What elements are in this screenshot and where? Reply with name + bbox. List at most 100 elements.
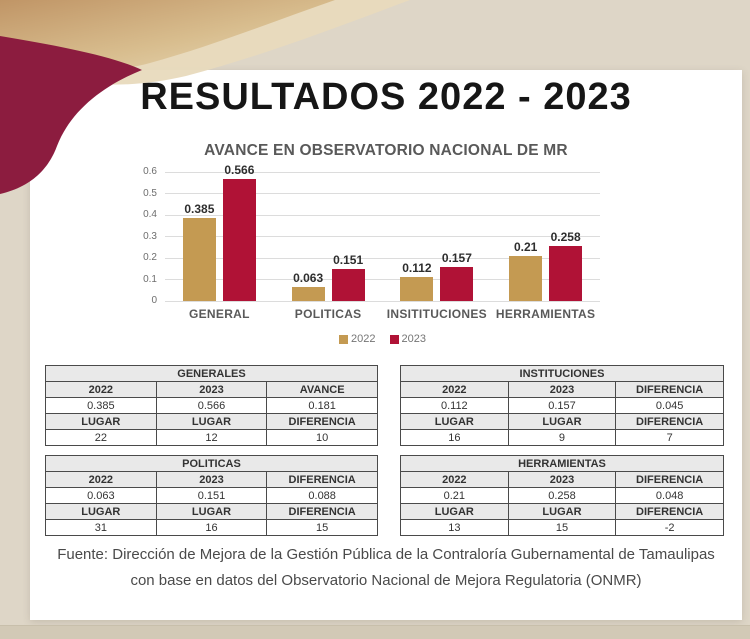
bar-value-label: 0.157 bbox=[441, 251, 472, 266]
table-value-cell: 0.21 bbox=[400, 487, 509, 504]
table-header-cell: 2023 bbox=[155, 381, 268, 398]
source-line-1: Fuente: Dirección de Mejora de la Gestió… bbox=[57, 546, 715, 563]
bar-group: 0.385 0.566 bbox=[165, 163, 274, 301]
bar-2023: 0.157 bbox=[440, 251, 474, 301]
legend-swatch-2023 bbox=[389, 334, 399, 344]
table-header-cell: LUGAR bbox=[507, 503, 617, 520]
table-header-cell: DIFERENCIA bbox=[615, 503, 724, 520]
slide-card: RESULTADOS 2022 - 2023 AVANCE EN OBSERVA… bbox=[30, 70, 742, 620]
table-header-cell: DIFERENCIA bbox=[615, 413, 724, 430]
table-header-cell: DIFERENCIA bbox=[266, 471, 378, 488]
table-header-cell: 2022 bbox=[45, 471, 157, 488]
y-tick-label: 0.6 bbox=[143, 166, 157, 177]
table-value-cell: 16 bbox=[155, 519, 268, 536]
bar-value-label: 0.258 bbox=[550, 229, 581, 244]
y-tick-label: 0.2 bbox=[143, 252, 157, 263]
data-table: INSTITUCIONES 2022 2023 DIFERENCIA 0.112 0.15… bbox=[400, 365, 724, 446]
y-tick-label: 0 bbox=[151, 295, 157, 306]
chart-legend: 2022 2023 bbox=[165, 333, 600, 345]
bottom-accent-strip bbox=[0, 625, 750, 639]
gridline bbox=[165, 279, 600, 280]
gridline bbox=[165, 257, 600, 259]
table-value-cell: 0.063 bbox=[45, 487, 157, 504]
bar-value-label: 0.385 bbox=[184, 202, 215, 217]
table-header-cell: 2023 bbox=[507, 381, 617, 398]
table-header-cell: LUGAR bbox=[45, 503, 157, 520]
y-tick-label: 0.4 bbox=[143, 209, 157, 220]
category-label: GENERAL bbox=[188, 307, 250, 321]
y-tick-label: 0.3 bbox=[143, 230, 157, 242]
table-value-cell: 0.258 bbox=[507, 487, 617, 504]
table-value-cell: 16 bbox=[400, 429, 509, 446]
table-value-cell: 0.181 bbox=[266, 397, 378, 414]
bar-chart: AVANCE EN OBSERVATORIO NACIONAL DE MR 0.… bbox=[30, 142, 742, 345]
table-title-cell: GENERALES bbox=[45, 365, 378, 382]
bar-2022: 0.112 bbox=[400, 261, 434, 301]
bar-value-label: 0.151 bbox=[333, 252, 364, 267]
y-tick-label: 0.1 bbox=[143, 273, 157, 285]
bar-2022: 0.063 bbox=[291, 271, 325, 301]
table-header-cell: DIFERENCIA bbox=[615, 381, 724, 398]
legend-item-2023: 2023 bbox=[389, 333, 426, 345]
source-line-2: con base en datos del Observatorio Nacio… bbox=[130, 571, 642, 589]
table-value-cell: 13 bbox=[400, 519, 509, 536]
bar-value-label: 0.112 bbox=[402, 260, 432, 275]
table-value-cell: 0.048 bbox=[615, 487, 724, 504]
table-header-cell: DIFERENCIA bbox=[266, 503, 378, 520]
table-header-cell: LUGAR bbox=[155, 503, 268, 520]
table-value-cell: -2 bbox=[615, 519, 724, 536]
table-header-cell: 2022 bbox=[400, 381, 509, 398]
table-value-cell: 0.566 bbox=[155, 397, 268, 414]
table-header-cell: 2023 bbox=[507, 471, 617, 488]
table-header-cell: LUGAR bbox=[400, 413, 509, 430]
table-title-cell: INSTITUCIONES bbox=[400, 365, 724, 382]
data-table: GENERALES 2022 2023 AVANCE 0.385 0.566 0.181 LU… bbox=[45, 365, 378, 446]
gridline bbox=[165, 193, 600, 194]
data-table: HERRAMIENTAS 2022 2023 DIFERENCIA 0.21 0.258 0… bbox=[400, 455, 724, 536]
table-value-cell: 15 bbox=[266, 519, 378, 536]
legend-label-2023: 2023 bbox=[401, 333, 426, 345]
bar-value-label: 0.063 bbox=[293, 271, 324, 286]
table-value-cell: 9 bbox=[507, 429, 617, 446]
table-value-cell: 12 bbox=[155, 429, 268, 446]
gridline bbox=[165, 171, 600, 173]
bar-2023: 0.151 bbox=[331, 253, 365, 301]
table-title-cell: POLITICAS bbox=[45, 455, 378, 472]
table-value-cell: 0.157 bbox=[507, 397, 617, 414]
bar-2023: 0.566 bbox=[222, 163, 256, 301]
table-header-cell: 2022 bbox=[45, 381, 157, 398]
table-title-cell: HERRAMIENTAS bbox=[400, 455, 724, 472]
bar-value-label: 0.21 bbox=[513, 239, 538, 254]
table-header-cell: 2022 bbox=[400, 471, 509, 488]
table-header-cell: 2023 bbox=[155, 471, 268, 488]
bar-group: 0.112 0.157 bbox=[383, 172, 492, 301]
table-value-cell: 0.385 bbox=[45, 397, 157, 414]
table-value-cell: 0.045 bbox=[615, 397, 724, 414]
bar-2023: 0.258 bbox=[549, 230, 583, 301]
table-value-cell: 15 bbox=[507, 519, 617, 536]
gridline bbox=[165, 236, 600, 237]
table-header-cell: AVANCE bbox=[266, 381, 378, 398]
category-label: POLITICAS bbox=[294, 307, 362, 321]
table-header-cell: LUGAR bbox=[400, 503, 509, 520]
category-label: HERRAMIENTAS bbox=[495, 307, 596, 321]
table-value-cell: 10 bbox=[266, 429, 378, 446]
table-value-cell: 0.088 bbox=[266, 487, 378, 504]
chart-plot: 0.385 0.566 0.063 0.151 0.112 0.157 0.21 0.258 … bbox=[143, 163, 600, 306]
bar-2022: 0.385 bbox=[182, 202, 216, 301]
table-value-cell: 31 bbox=[45, 519, 157, 536]
chart-title: AVANCE EN OBSERVATORIO NACIONAL DE MR bbox=[204, 142, 568, 159]
category-label: INSITITUCIONES bbox=[386, 307, 487, 321]
table-value-cell: 22 bbox=[45, 429, 157, 446]
y-tick-label: 0.5 bbox=[143, 187, 157, 199]
source-text: Fuente: Dirección de Mejora de la Gestió… bbox=[30, 542, 742, 593]
tan-swoosh-shape bbox=[0, 0, 335, 71]
bar-2022: 0.21 bbox=[509, 240, 543, 301]
bar-groups: 0.385 0.566 0.063 0.151 0.112 0.157 0.21 0.258 bbox=[165, 163, 600, 301]
bar-group: 0.21 0.258 bbox=[491, 172, 600, 301]
bar-value-label: 0.566 bbox=[224, 163, 255, 178]
legend-swatch-2022 bbox=[339, 334, 349, 344]
bar-group: 0.063 0.151 bbox=[274, 172, 383, 301]
table-header-cell: DIFERENCIA bbox=[615, 471, 724, 488]
table-header-cell: LUGAR bbox=[45, 413, 157, 430]
